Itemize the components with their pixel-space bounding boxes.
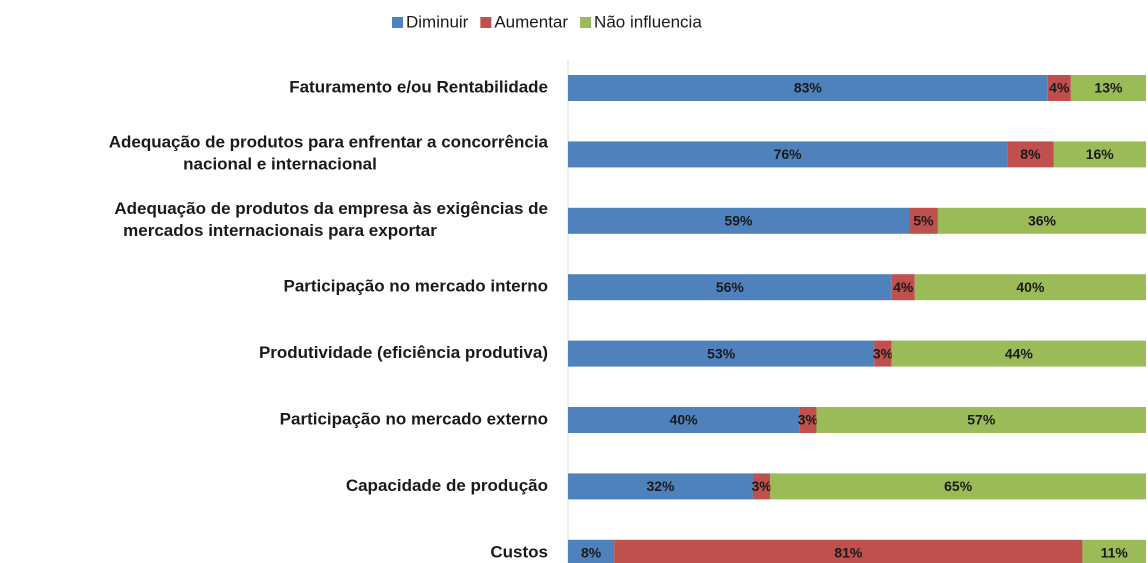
value-label: 3% [798, 412, 819, 428]
value-label: 56% [716, 279, 745, 295]
bar-segment [568, 274, 892, 301]
category-label: Faturamento e/ou Rentabilidade [289, 77, 548, 96]
bar-segment [816, 407, 1146, 433]
bar-segment [568, 539, 615, 563]
bar-segment [1007, 141, 1054, 168]
bar-segment [891, 274, 915, 301]
value-label: 65% [944, 478, 973, 494]
value-label: 36% [1028, 213, 1057, 229]
bar-segment [568, 407, 800, 433]
value-label: 76% [774, 146, 803, 162]
bar-segment [568, 141, 1008, 168]
value-label: 13% [1094, 80, 1123, 96]
value-label: 11% [1101, 545, 1129, 561]
value-label: 8% [1020, 146, 1041, 162]
value-label: 44% [1005, 345, 1034, 361]
category-label: Capacidade de produção [346, 476, 548, 495]
legend-label: Não influencia [594, 12, 702, 31]
category-label: Adequação de produtos para enfrentar a c… [109, 133, 549, 174]
legend-label: Aumentar [494, 12, 568, 31]
value-label: 16% [1086, 146, 1115, 162]
category-label: Adequação de produtos da empresa às exig… [114, 199, 548, 240]
value-label: 57% [967, 412, 996, 428]
legend-label: Diminuir [406, 12, 469, 31]
value-label: 8% [581, 545, 602, 561]
bar-segment [568, 207, 910, 234]
bar-segment [874, 340, 892, 367]
value-label: 59% [724, 213, 753, 229]
category-label: Produtividade (eficiência produtiva) [259, 343, 548, 362]
bar-segment [568, 75, 1048, 101]
bar-segment [914, 274, 1146, 301]
legend-swatch [392, 17, 403, 28]
bar-segment [909, 207, 938, 234]
bar-segment [1053, 141, 1146, 168]
category-label: Participação no mercado externo [280, 409, 548, 428]
value-label: 32% [646, 478, 675, 494]
value-label: 40% [1016, 279, 1045, 295]
category-label: Participação no mercado interno [283, 277, 548, 296]
value-label: 5% [913, 213, 934, 229]
value-label: 3% [873, 345, 894, 361]
bar-segment [1070, 75, 1146, 101]
bar-segment [568, 473, 753, 500]
bar-segment [937, 207, 1146, 234]
value-label: 3% [752, 478, 773, 494]
value-label: 83% [794, 80, 823, 96]
value-label: 53% [707, 345, 736, 361]
legend-swatch [480, 17, 492, 28]
value-label: 40% [670, 412, 699, 428]
legend-swatch [580, 17, 592, 28]
value-label: 4% [893, 279, 914, 295]
bar-segment [568, 340, 875, 367]
value-label: 81% [834, 545, 863, 561]
legend: Diminuir Aumentar Não influencia [392, 12, 702, 31]
bar-segment [891, 340, 1146, 367]
bar-segment [1047, 75, 1071, 101]
bar-segment [614, 539, 1083, 563]
bar-segment [1082, 539, 1146, 563]
bar-segment [752, 473, 771, 500]
value-label: 4% [1049, 80, 1070, 96]
bar-segment [799, 407, 817, 433]
bar-segment [770, 473, 1146, 500]
category-label: Custos [490, 542, 548, 561]
